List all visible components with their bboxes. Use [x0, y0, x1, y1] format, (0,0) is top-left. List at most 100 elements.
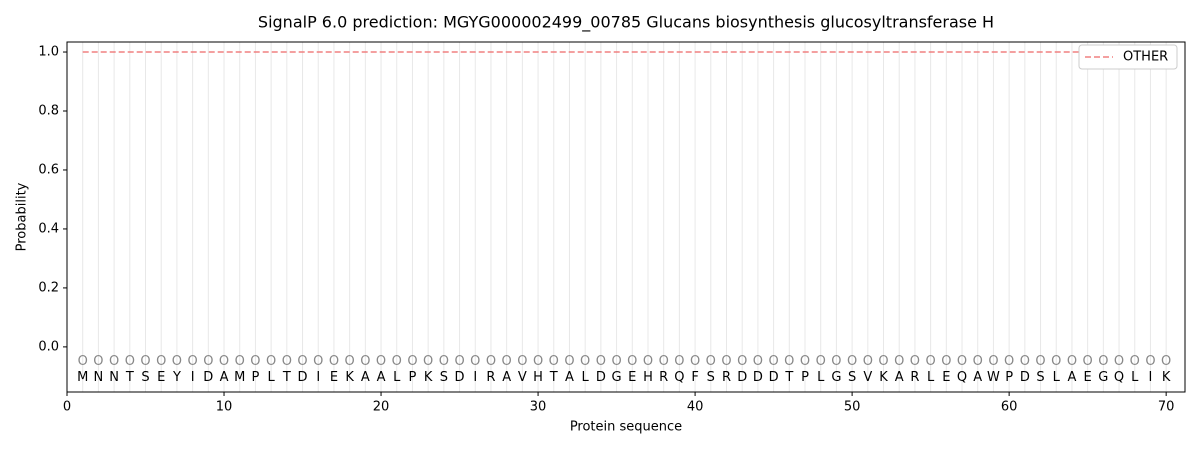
y-tick-label: 0.4: [38, 221, 59, 236]
predicted-label: O: [1020, 354, 1030, 369]
residue-label: R: [722, 370, 731, 385]
residue-label: A: [973, 370, 982, 385]
residue-label: D: [203, 370, 213, 385]
predicted-label: O: [721, 354, 731, 369]
predicted-label: O: [502, 354, 512, 369]
residue-label: L: [393, 370, 401, 385]
predicted-label: O: [140, 354, 150, 369]
predicted-label: O: [172, 354, 182, 369]
predicted-label: O: [329, 354, 339, 369]
predicted-label: O: [580, 354, 590, 369]
residue-label: A: [1067, 370, 1076, 385]
residue-label: D: [769, 370, 779, 385]
residue-label: E: [942, 370, 950, 385]
y-tick-label: 0.0: [38, 339, 59, 354]
residue-label: K: [424, 370, 433, 385]
residue-label: H: [643, 370, 653, 385]
predicted-label: O: [203, 354, 213, 369]
residue-label: S: [440, 370, 448, 385]
predicted-label: O: [831, 354, 841, 369]
chart-title: SignalP 6.0 prediction: MGYG000002499_00…: [258, 13, 994, 33]
predicted-label: O: [219, 354, 229, 369]
residue-label: E: [628, 370, 636, 385]
legend-box: [1078, 44, 1178, 70]
predicted-label: O: [517, 354, 527, 369]
predicted-label: O: [360, 354, 370, 369]
y-tick-label: 1.0: [38, 45, 59, 60]
predicted-label: O: [156, 354, 166, 369]
predicted-label: O: [533, 354, 543, 369]
residue-label: Q: [957, 370, 967, 385]
residue-label: T: [282, 370, 291, 385]
residue-label: S: [1036, 370, 1044, 385]
y-axis-label: Probability: [15, 182, 30, 251]
residue-label: T: [549, 370, 558, 385]
predicted-label: O: [486, 354, 496, 369]
residue-label: H: [533, 370, 543, 385]
predicted-label: O: [78, 354, 88, 369]
predicted-label: O: [1161, 354, 1171, 369]
predicted-label: O: [816, 354, 826, 369]
residue-label: A: [565, 370, 574, 385]
plot-frame: [66, 41, 1186, 393]
x-tick-label: 40: [687, 400, 704, 415]
predicted-label: O: [549, 354, 559, 369]
residue-label: D: [455, 370, 465, 385]
predicted-label: O: [407, 354, 417, 369]
residue-label: I: [191, 370, 195, 385]
predicted-label: O: [376, 354, 386, 369]
residue-label: P: [801, 370, 809, 385]
residue-label: K: [345, 370, 354, 385]
x-tick-label: 20: [373, 400, 390, 415]
predicted-label: O: [1035, 354, 1045, 369]
predicted-label: O: [297, 354, 307, 369]
residue-label: A: [895, 370, 904, 385]
predicted-label: O: [1114, 354, 1124, 369]
predicted-label: O: [596, 354, 606, 369]
residue-label: Q: [674, 370, 684, 385]
y-tick-label: 0.2: [38, 280, 59, 295]
predicted-label: O: [643, 354, 653, 369]
predicted-label: O: [878, 354, 888, 369]
predicted-label: O: [941, 354, 951, 369]
residue-label: T: [784, 370, 793, 385]
residue-label: L: [268, 370, 276, 385]
residue-label: D: [753, 370, 763, 385]
residue-label: M: [234, 370, 245, 385]
residue-label: G: [612, 370, 622, 385]
predicted-label: O: [125, 354, 135, 369]
x-tick-label: 70: [1158, 400, 1175, 415]
predicted-label: O: [784, 354, 794, 369]
residue-label: M: [77, 370, 88, 385]
residue-label: R: [659, 370, 668, 385]
residue-label: D: [1020, 370, 1030, 385]
predicted-label: O: [957, 354, 967, 369]
predicted-label: O: [439, 354, 449, 369]
x-tick-label: 30: [530, 400, 547, 415]
predicted-label: O: [282, 354, 292, 369]
residue-label: I: [1149, 370, 1153, 385]
residue-label: W: [987, 370, 1000, 385]
residue-label: E: [330, 370, 338, 385]
predicted-label: O: [266, 354, 276, 369]
residue-label: P: [1005, 370, 1013, 385]
x-tick-label: 0: [63, 400, 71, 415]
predicted-label: O: [988, 354, 998, 369]
residue-label: S: [141, 370, 149, 385]
residue-label: L: [582, 370, 590, 385]
residue-label: D: [737, 370, 747, 385]
predicted-label: O: [894, 354, 904, 369]
residue-label: A: [361, 370, 370, 385]
predicted-label: O: [768, 354, 778, 369]
predicted-label: O: [690, 354, 700, 369]
residue-label: I: [316, 370, 320, 385]
residue-label: Y: [172, 370, 181, 385]
predicted-label: O: [753, 354, 763, 369]
residue-label: R: [910, 370, 919, 385]
residue-label: Q: [1114, 370, 1124, 385]
predicted-label: O: [737, 354, 747, 369]
predicted-label: O: [423, 354, 433, 369]
predicted-label: O: [1145, 354, 1155, 369]
y-tick-label: 0.6: [38, 162, 59, 177]
x-tick-label: 60: [1001, 400, 1018, 415]
